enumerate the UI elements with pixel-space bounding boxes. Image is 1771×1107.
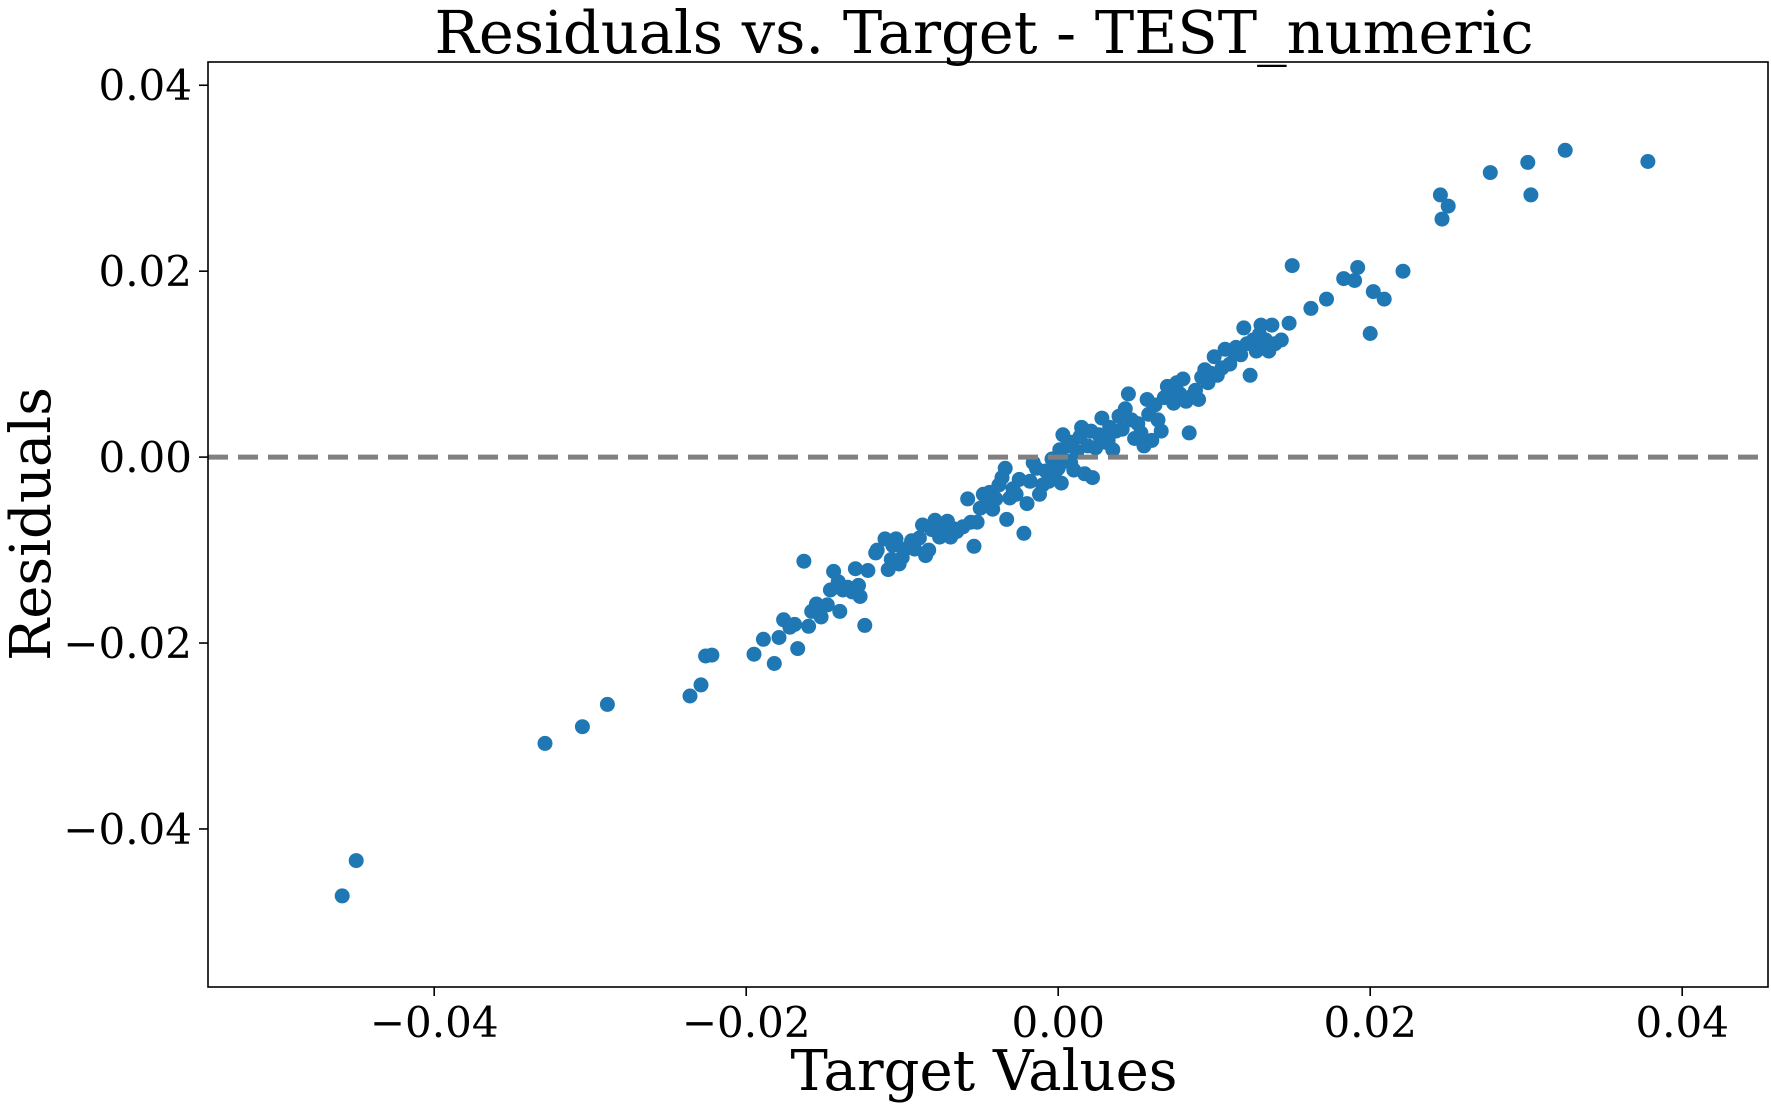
data-point (966, 538, 982, 554)
y-tick-label: −0.02 (63, 619, 192, 668)
data-point (1273, 332, 1289, 348)
data-point (847, 561, 863, 577)
data-point (1222, 356, 1238, 372)
data-point (771, 630, 787, 645)
data-point (1133, 425, 1149, 441)
data-point (911, 530, 927, 546)
y-tick-label: 0.04 (98, 61, 192, 110)
x-tick-label: 0.00 (1011, 998, 1105, 1047)
data-point (599, 696, 615, 712)
data-point (1319, 291, 1334, 307)
data-point (988, 491, 1004, 507)
data-point (969, 514, 985, 530)
y-tick-label: −0.04 (63, 805, 192, 854)
data-point (1640, 154, 1656, 169)
data-point (1120, 386, 1136, 402)
data-point (1233, 347, 1249, 363)
data-point (960, 491, 976, 507)
data-point (888, 531, 904, 547)
x-tick-label: 0.04 (1635, 998, 1729, 1047)
data-point (1347, 273, 1363, 288)
data-point (1105, 442, 1121, 458)
x-tick-label: −0.04 (370, 998, 499, 1047)
data-point (1362, 326, 1378, 341)
data-point (1019, 496, 1035, 512)
data-point (832, 603, 848, 619)
data-point (801, 618, 817, 634)
x-tick-label: −0.02 (682, 998, 811, 1047)
data-point (755, 631, 771, 647)
plot-frame (207, 61, 1769, 988)
x-axis: −0.04 −0.02 0.00 0.02 0.04 (370, 987, 1729, 1047)
data-point (927, 512, 943, 528)
data-point (1022, 473, 1038, 489)
data-point (808, 596, 824, 612)
data-point (348, 853, 364, 869)
data-point (1303, 300, 1319, 316)
data-point (790, 641, 806, 657)
data-point (796, 553, 812, 569)
data-point (1350, 260, 1366, 275)
data-point (999, 511, 1015, 527)
data-point (813, 609, 829, 625)
data-point (1376, 291, 1392, 307)
data-point (1440, 198, 1456, 214)
data-point (1395, 263, 1411, 279)
data-point (1144, 432, 1160, 448)
data-point (1284, 258, 1300, 274)
data-point (1264, 317, 1280, 333)
data-point (537, 735, 553, 751)
data-point (704, 647, 720, 663)
y-tick-label: 0.02 (98, 247, 192, 296)
data-point (1053, 475, 1069, 491)
data-point (1253, 317, 1269, 333)
x-axis-label: Target Values (791, 1039, 1178, 1104)
data-point (787, 616, 803, 632)
data-point (1523, 187, 1539, 203)
y-axis-label: Residuals (0, 387, 64, 661)
data-points (334, 142, 1656, 904)
data-point (1085, 470, 1100, 486)
data-point (1008, 486, 1024, 502)
data-point (746, 646, 762, 662)
data-point (334, 888, 350, 904)
data-point (1153, 423, 1169, 439)
data-point (1191, 392, 1207, 407)
data-point (766, 656, 782, 671)
data-point (682, 688, 698, 704)
data-point (860, 563, 876, 578)
data-point (852, 589, 868, 604)
data-point (1557, 142, 1573, 158)
data-point (1016, 525, 1032, 541)
data-point (1206, 349, 1222, 365)
data-point (921, 542, 937, 558)
data-point (1114, 421, 1130, 437)
data-point (857, 617, 873, 633)
data-point (1175, 371, 1191, 387)
data-point (1242, 367, 1258, 383)
data-point (1181, 425, 1197, 441)
chart-title: Residuals vs. Target - TEST_numeric (434, 0, 1533, 67)
data-point (819, 597, 835, 613)
x-tick-label: 0.02 (1323, 998, 1417, 1047)
data-point (1482, 165, 1498, 181)
y-tick-label: 0.00 (98, 433, 192, 482)
data-point (1434, 211, 1450, 227)
data-point (1236, 320, 1252, 336)
data-point (1520, 154, 1536, 170)
data-point (997, 460, 1013, 476)
data-point (869, 542, 885, 558)
data-point (851, 577, 866, 593)
data-point (1117, 401, 1133, 417)
data-point (1432, 187, 1448, 203)
data-point (574, 719, 590, 735)
data-point (1365, 284, 1381, 300)
data-point (1281, 315, 1297, 331)
y-axis: −0.04 −0.02 0.00 0.02 0.04 (63, 61, 208, 854)
data-point (693, 677, 709, 693)
